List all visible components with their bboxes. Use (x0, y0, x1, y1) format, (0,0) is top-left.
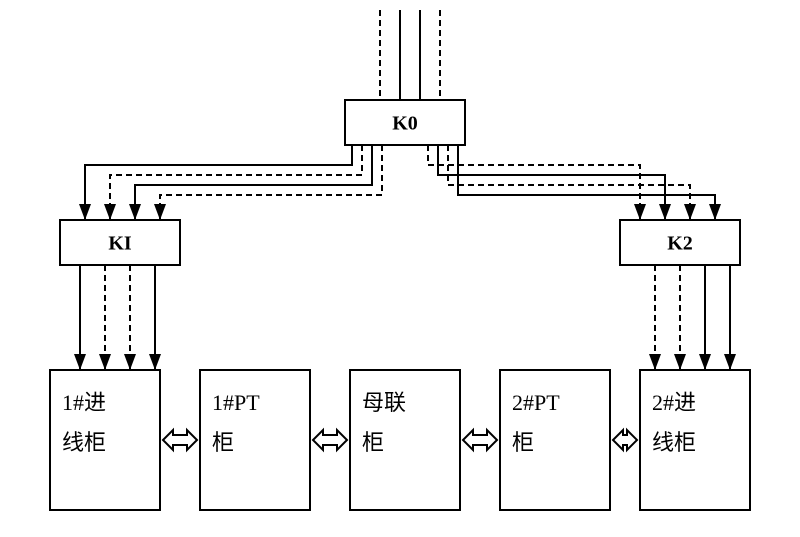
k0-k2-3 (458, 145, 715, 220)
cabinet-2-line2: 柜 (362, 430, 384, 455)
k0-ki-0 (85, 145, 352, 220)
link-arrow-1 (313, 430, 347, 450)
cabinet-0-line1: 1#进 (62, 390, 106, 415)
k0-k2-2 (448, 145, 690, 220)
k0-ki-1 (110, 145, 362, 220)
node-k2-label: K2 (667, 233, 693, 255)
cabinet-0-line2: 线柜 (62, 430, 106, 455)
cabinet-2-line1: 母联 (362, 390, 406, 415)
cabinet-3-line2: 柜 (512, 430, 534, 455)
k0-k2-1 (438, 145, 665, 220)
node-ki-label: KI (108, 233, 132, 255)
cabinet-4-line2: 线柜 (652, 430, 696, 455)
cabinet-4-line1: 2#进 (652, 390, 696, 415)
node-k0-label: K0 (392, 113, 418, 135)
diagram-canvas: K0 KI K2 1#进线柜 1#PT 柜 母联柜 2#PT 柜 2#进线柜 (0, 0, 800, 537)
cabinet-1-line1: 1#PT (212, 390, 260, 415)
link-arrow-2 (463, 430, 497, 450)
cabinet-1-line2: 柜 (212, 430, 234, 455)
k0-ki-3 (160, 145, 382, 220)
link-arrow-3 (613, 430, 637, 450)
k0-k2-0 (428, 145, 640, 220)
link-arrow-0 (163, 430, 197, 450)
k0-ki-2 (135, 145, 372, 220)
cabinet-3-line1: 2#PT (512, 390, 560, 415)
